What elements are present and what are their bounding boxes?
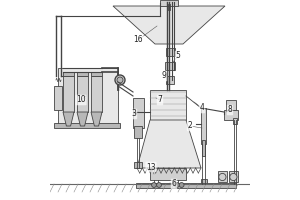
Bar (226, 100, 236, 110)
Bar (54, 86, 62, 110)
Text: 8: 8 (228, 106, 232, 114)
Bar (63, 76, 74, 112)
Polygon shape (137, 120, 201, 168)
Circle shape (175, 183, 179, 187)
Text: 5: 5 (176, 51, 180, 60)
Bar (133, 98, 144, 128)
Bar (201, 108, 206, 144)
Text: 6: 6 (172, 180, 176, 188)
Text: 3: 3 (132, 110, 136, 118)
Bar (229, 171, 238, 182)
Text: 13: 13 (146, 162, 156, 171)
Circle shape (219, 173, 226, 181)
Bar (202, 140, 205, 156)
Text: 7: 7 (158, 96, 162, 104)
Text: 16: 16 (133, 36, 143, 45)
Circle shape (117, 77, 123, 83)
Bar (134, 162, 142, 168)
Bar (150, 168, 186, 180)
Bar (91, 72, 102, 76)
Text: 2: 2 (188, 121, 192, 130)
Polygon shape (91, 112, 102, 126)
Bar (165, 62, 175, 70)
Text: 10: 10 (76, 96, 86, 104)
Polygon shape (77, 112, 88, 126)
Bar (201, 179, 207, 184)
Bar (233, 118, 237, 124)
Bar (77, 72, 88, 76)
Text: 9: 9 (162, 72, 167, 80)
Bar (150, 90, 186, 120)
Bar (166, 76, 174, 84)
Bar (218, 171, 227, 182)
Bar (91, 76, 102, 112)
Circle shape (152, 183, 156, 187)
Bar (63, 72, 74, 76)
Circle shape (115, 75, 125, 85)
Bar (166, 48, 175, 56)
Circle shape (157, 183, 161, 187)
Polygon shape (113, 6, 225, 44)
Bar (160, 0, 178, 6)
Bar (136, 183, 236, 188)
Bar (77, 76, 88, 112)
Bar (58, 68, 118, 124)
Bar (224, 110, 238, 120)
Text: 4: 4 (200, 104, 204, 112)
Polygon shape (63, 112, 74, 126)
Bar (54, 123, 120, 128)
Circle shape (230, 173, 237, 181)
Circle shape (179, 183, 184, 187)
Bar (134, 126, 142, 138)
